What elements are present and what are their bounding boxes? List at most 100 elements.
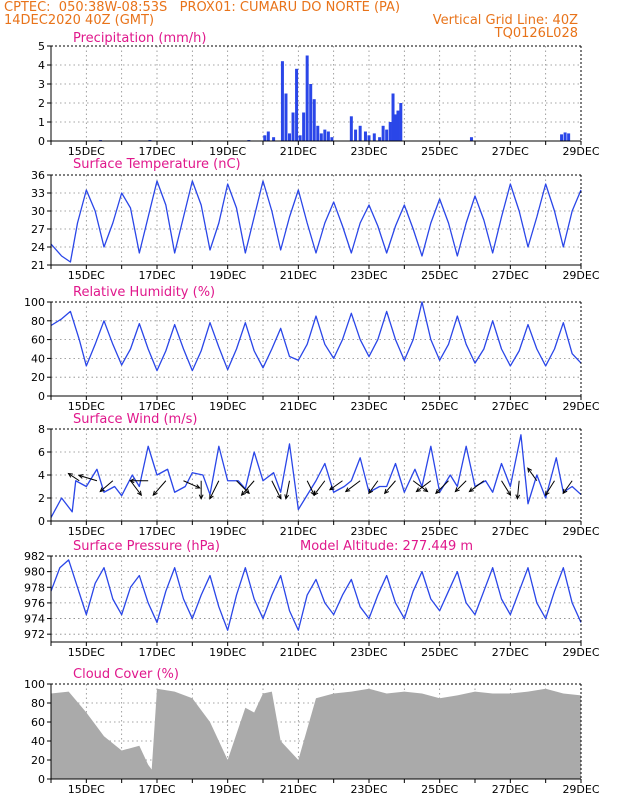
wind-arrow-head	[415, 487, 421, 493]
wind-arrow	[183, 480, 200, 489]
wind-arrow	[368, 480, 379, 494]
precipitation-bar	[388, 122, 392, 141]
wind-arrow-head	[129, 478, 135, 484]
wind-arrow-head	[368, 488, 374, 495]
x-tick-label: 17DEC	[138, 783, 175, 796]
cloud-cover-area	[51, 688, 581, 779]
y-tick-label: 976	[24, 597, 45, 610]
precipitation-bar	[381, 125, 385, 141]
precipitation-bar	[312, 99, 316, 141]
x-tick-label: 15DEC	[68, 525, 105, 538]
wind-arrow	[501, 480, 511, 496]
precipitation-bar	[302, 112, 306, 141]
y-tick-label: 0	[38, 515, 45, 528]
x-tick-label: 27DEC	[492, 400, 529, 413]
wind-arrow	[236, 480, 250, 494]
wind-arrow	[306, 480, 315, 496]
precipitation-bar	[295, 68, 299, 141]
y-tick-label: 100	[24, 296, 45, 309]
x-tick-label: 23DEC	[350, 400, 387, 413]
y-tick-label: 4	[38, 469, 45, 482]
panel-title: Relative Humidity (%)	[73, 285, 215, 300]
x-tick-label: 29DEC	[562, 525, 599, 538]
panel-title: Surface Temperature (nC)	[73, 157, 241, 172]
x-tick-label: 19DEC	[209, 646, 246, 659]
y-tick-label: 2	[38, 492, 45, 505]
precipitation-bar	[266, 131, 270, 141]
wind-arrow-head	[328, 485, 335, 491]
wind-arrow	[516, 480, 520, 499]
wind-arrow-head	[152, 490, 158, 497]
model-altitude-note: Model Altitude: 277.449 m	[300, 539, 473, 554]
panel-title: Precipitation (mm/h)	[73, 31, 206, 46]
y-tick-label: 2	[38, 97, 45, 110]
x-tick-label: 19DEC	[209, 400, 246, 413]
precipitation-bar	[563, 132, 567, 141]
wind-arrow-head	[506, 490, 512, 497]
x-tick-label: 21DEC	[280, 646, 317, 659]
x-tick-label: 15DEC	[68, 783, 105, 796]
precipitation-bar	[391, 93, 395, 141]
wind-arrow-head	[344, 487, 351, 493]
precipitation-bar	[330, 137, 334, 141]
y-tick-label: 60	[31, 716, 45, 729]
series-line	[50, 180, 582, 263]
y-tick-label: 0	[38, 390, 45, 403]
panel-title: Surface Wind (m/s)	[73, 412, 197, 427]
wind-arrow	[412, 480, 428, 492]
wind-arrow	[313, 480, 326, 496]
y-tick-label: 8	[38, 423, 45, 436]
x-tick-label: 21DEC	[280, 783, 317, 796]
y-tick-label: 80	[31, 315, 45, 328]
y-tick-label: 27	[31, 223, 45, 236]
y-tick-label: 6	[38, 446, 45, 459]
wind-arrow	[130, 480, 142, 496]
wind-arrow	[455, 480, 467, 492]
x-tick-label: 17DEC	[138, 269, 175, 282]
x-tick-label: 25DEC	[421, 525, 458, 538]
precipitation-bar	[305, 55, 309, 141]
wind-arrow	[435, 480, 449, 494]
wind-arrow-head	[468, 487, 474, 493]
precipitation-bar	[358, 125, 362, 141]
x-tick-label: 21DEC	[280, 145, 317, 158]
x-tick-label: 21DEC	[280, 400, 317, 413]
y-tick-label: 40	[31, 352, 45, 365]
wind-arrow	[527, 467, 538, 482]
wind-arrow-head	[77, 474, 84, 479]
wind-arrow-head	[209, 494, 214, 500]
wind-arrow-head	[195, 484, 201, 489]
y-tick-label: 80	[31, 697, 45, 710]
precipitation-bar	[309, 84, 313, 141]
x-tick-label: 19DEC	[209, 783, 246, 796]
precipitation-bar	[349, 116, 353, 141]
x-tick-label: 27DEC	[492, 646, 529, 659]
panel-title: Cloud Cover (%)	[73, 667, 179, 682]
wind-arrow	[209, 480, 220, 499]
wind-arrow	[384, 480, 396, 494]
x-tick-label: 23DEC	[350, 525, 387, 538]
x-tick-label: 21DEC	[280, 269, 317, 282]
wind-arrow	[562, 480, 573, 494]
y-tick-label: 40	[31, 735, 45, 748]
precipitation-bar	[319, 133, 323, 141]
x-tick-label: 19DEC	[209, 145, 246, 158]
y-tick-label: 1	[38, 116, 45, 129]
precipitation-bar	[284, 93, 288, 141]
x-tick-label: 15DEC	[68, 269, 105, 282]
panel-title: Surface Pressure (hPa)	[73, 539, 220, 554]
precipitation-bar	[272, 137, 276, 141]
x-tick-label: 19DEC	[209, 525, 246, 538]
x-tick-label: 25DEC	[421, 646, 458, 659]
wind-arrow-head	[137, 490, 142, 497]
x-tick-label: 23DEC	[350, 646, 387, 659]
x-tick-label: 17DEC	[138, 400, 175, 413]
header-date: 14DEC2020 40Z (GMT)	[4, 13, 155, 28]
wind-arrow	[416, 480, 432, 492]
x-tick-label: 25DEC	[421, 269, 458, 282]
precipitation-bar	[326, 131, 330, 141]
y-tick-label: 974	[24, 613, 45, 626]
wind-arrow-head	[454, 487, 460, 493]
precipitation-bar	[385, 129, 389, 141]
